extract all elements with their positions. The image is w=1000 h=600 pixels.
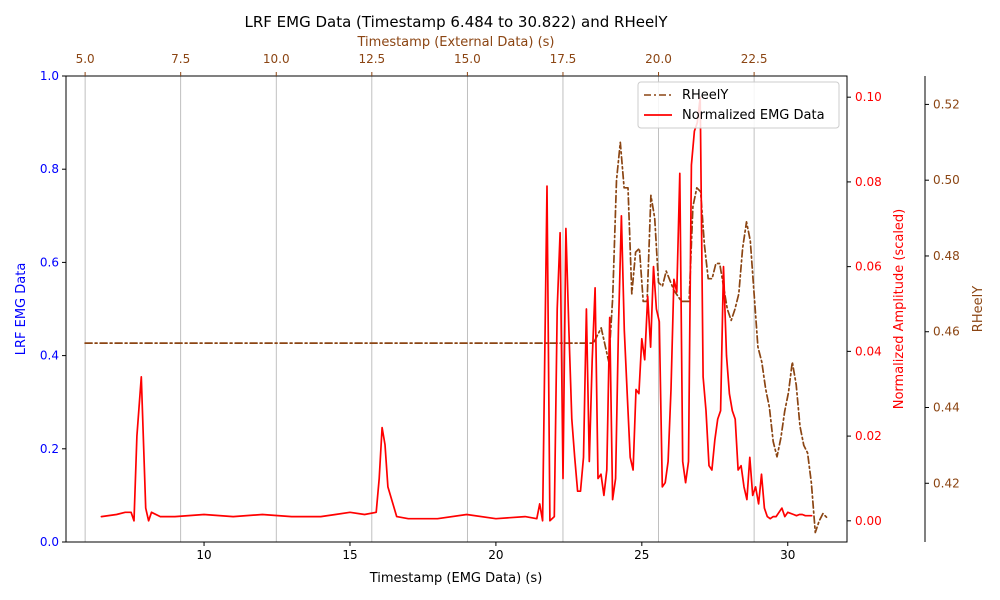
legend-label-emg: Normalized EMG Data (682, 108, 825, 123)
y-left-tick-label: 0.2 (40, 442, 59, 456)
y-right2-tick-label: 0.44 (933, 401, 960, 415)
series-layer (84, 96, 828, 534)
y-right-ticks: 0.00 0.02 0.04 0.06 0.08 0.10 (847, 90, 882, 528)
y-left-tick-label: 0.4 (40, 349, 59, 363)
chart-title: LRF EMG Data (Timestamp 6.484 to 30.822)… (244, 13, 668, 31)
y-right2-tick-label: 0.42 (933, 476, 960, 490)
y-right-tick-label: 0.10 (855, 90, 882, 104)
y-right2-tick-label: 0.48 (933, 249, 960, 263)
x-bottom-tick-label: 15 (342, 548, 357, 562)
series-line-rheely (84, 141, 828, 534)
legend: RHeelY Normalized EMG Data (637, 81, 840, 129)
y-left-axis-label: LRF EMG Data (14, 263, 29, 356)
x-top-tick-label: 5.0 (76, 52, 95, 66)
y-left-ticks: 0.0 0.2 0.4 0.6 0.8 1.0 (40, 69, 66, 549)
legend-label-rheely: RHeelY (682, 88, 728, 103)
x-bottom-tick-label: 30 (780, 548, 795, 562)
x-top-tick-label: 17.5 (550, 52, 577, 66)
y-left-tick-label: 0.6 (40, 255, 59, 269)
x-bottom-tick-label: 25 (634, 548, 649, 562)
x-top-tick-label: 7.5 (171, 52, 190, 66)
x-bottom-ticks: 10 15 20 25 30 (196, 542, 795, 562)
y-right2-tick-label: 0.52 (933, 97, 960, 111)
y-right-tick-label: 0.00 (855, 514, 882, 528)
x-top-tick-label: 22.5 (741, 52, 768, 66)
plot-area-frame (65, 75, 848, 543)
y-right2-tick-label: 0.50 (933, 173, 960, 187)
y-left-tick-label: 0.0 (40, 535, 59, 549)
x-bottom-tick-label: 20 (488, 548, 503, 562)
x-top-tick-label: 12.5 (358, 52, 385, 66)
y-left-tick-label: 1.0 (40, 69, 59, 83)
x-bottom-tick-label: 10 (196, 548, 211, 562)
y-right-tick-label: 0.02 (855, 429, 882, 443)
y-left-tick-label: 0.8 (40, 162, 59, 176)
x-top-tick-label: 15.0 (454, 52, 481, 66)
x-top-tick-label: 20.0 (645, 52, 672, 66)
grid-lines (84, 76, 755, 542)
x-top-axis-label: Timestamp (External Data) (s) (357, 35, 555, 50)
x-bottom-axis-label: Timestamp (EMG Data) (s) (369, 571, 543, 586)
x-top-tick-label: 10.0 (263, 52, 290, 66)
y-right-tick-label: 0.04 (855, 344, 882, 358)
y-right2-tick-label: 0.46 (933, 325, 960, 339)
series-line-emg (100, 96, 813, 522)
legend-box (637, 81, 840, 129)
y-right-tick-label: 0.08 (855, 175, 882, 189)
y-right2-ticks: 0.42 0.44 0.46 0.48 0.50 0.52 (925, 97, 960, 490)
y-right-tick-label: 0.06 (855, 260, 882, 274)
x-top-ticks: 5.0 7.5 10.0 12.5 15.0 17.5 20.0 22.5 (76, 52, 768, 76)
y-right-axis-label: Normalized Amplitude (scaled) (892, 209, 907, 410)
y-right2-axis-label: RHeelY (971, 286, 986, 332)
